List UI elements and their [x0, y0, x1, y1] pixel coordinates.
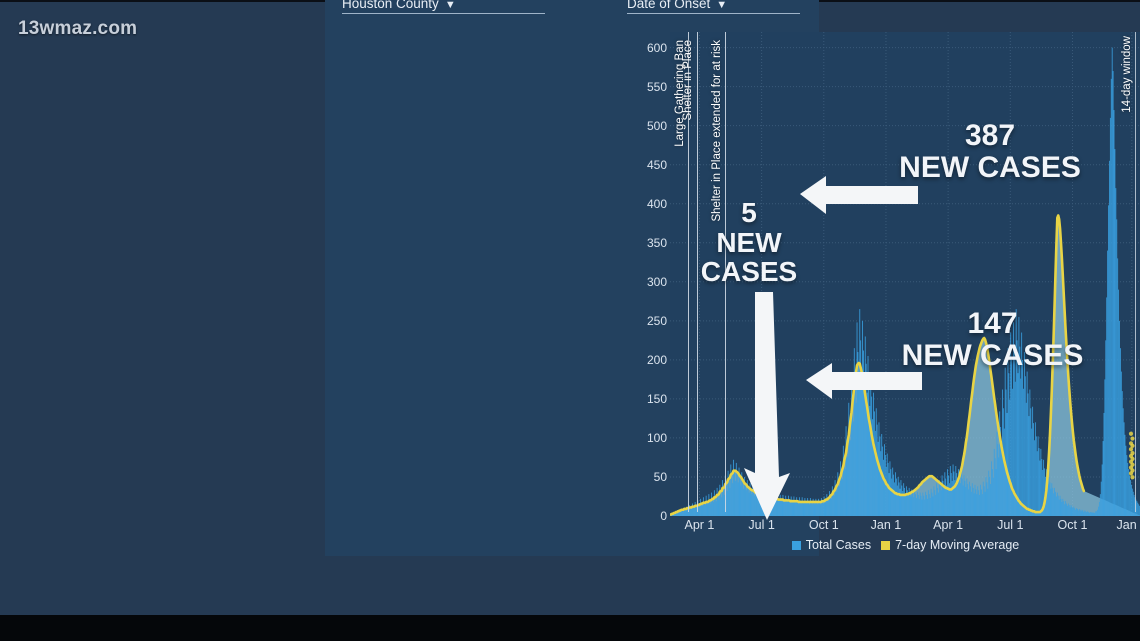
y-axis-tick-550: 550	[646, 79, 667, 94]
dropdown-row: Houston County ▼ Date of Onset ▼	[325, 0, 819, 20]
station-watermark: 13wmaz.com	[18, 18, 138, 39]
x-axis-tick-6: Oct 1	[1057, 518, 1088, 532]
callout-147-text: NEW CASES	[901, 338, 1084, 372]
event-label-2: Shelter in Place extended for at risk	[711, 40, 723, 222]
y-axis-tick-400: 400	[646, 196, 667, 211]
y-axis-tick-300: 300	[646, 274, 667, 289]
callout-147: 147 NEW CASES	[885, 308, 1100, 372]
county-dropdown-label: Houston County	[342, 0, 439, 11]
event-label-1: Shelter in Place	[682, 40, 694, 121]
x-axis: Apr 1 Jul 1 Oct 1 Jan 1 Apr 1 Jul 1 Oct 1 Jan 1	[670, 518, 1140, 538]
y-axis-tick-600: 600	[646, 40, 667, 55]
x-axis-tick-0: Apr 1	[684, 518, 715, 532]
x-axis-tick-2: Oct 1	[808, 518, 839, 532]
event-marker-line-0	[688, 32, 689, 512]
callout-5: 5 NEW CASES	[690, 198, 808, 287]
callout-147-number: 147	[967, 307, 1018, 340]
callout-387: 387 NEW CASES	[890, 120, 1090, 184]
legend-swatch-icon	[881, 540, 891, 550]
legend-label: 7-day Moving Average	[895, 538, 1020, 552]
callout-5-number: 5	[741, 197, 757, 228]
y-axis-tick-0: 0	[660, 509, 667, 523]
legend-item-0[interactable]: Total Cases	[791, 538, 872, 552]
callout-5-line2: NEW	[716, 226, 782, 258]
chevron-down-icon: ▼	[444, 0, 456, 11]
county-dropdown[interactable]: Houston County ▼	[342, 0, 545, 14]
date-dropdown-underline	[627, 13, 800, 14]
chevron-down-icon: ▼	[716, 0, 728, 11]
legend-label: Total Cases	[805, 538, 872, 552]
letterbox-bottom	[0, 615, 1140, 641]
callout-387-number: 387	[964, 119, 1016, 152]
x-axis-tick-7: Jan 1	[1116, 518, 1140, 532]
x-axis-tick-5: Jul 1	[997, 518, 1024, 532]
y-axis: 0 50 100 150 200 250 300 350 400 450 500 550 600	[625, 32, 667, 523]
event-label-3: 14-day window	[1121, 36, 1133, 113]
callout-387-text: NEW CASES	[899, 150, 1081, 184]
event-marker-line-1	[697, 32, 698, 512]
x-axis-tick-1: Jul 1	[748, 518, 775, 532]
event-marker-line-2	[725, 32, 726, 512]
date-dropdown[interactable]: Date of Onset ▼	[627, 0, 800, 14]
y-axis-tick-450: 450	[646, 157, 667, 172]
callout-5-line3: CASES	[700, 256, 798, 288]
y-axis-tick-200: 200	[646, 352, 667, 367]
x-axis-tick-4: Apr 1	[933, 518, 964, 532]
county-dropdown-underline	[342, 13, 545, 14]
date-dropdown-label: Date of Onset	[627, 0, 711, 11]
y-axis-tick-500: 500	[646, 118, 667, 133]
x-axis-tick-3: Jan 1	[870, 518, 902, 532]
event-marker-line-3	[1135, 32, 1136, 512]
legend-item-1[interactable]: 7-day Moving Average	[881, 538, 1019, 552]
y-axis-tick-50: 50	[653, 469, 667, 484]
y-axis-tick-250: 250	[646, 313, 667, 328]
chart-legend: Total Cases 7-day Moving Average	[670, 537, 1140, 553]
legend-swatch-icon	[791, 540, 801, 550]
y-axis-tick-350: 350	[646, 235, 667, 250]
y-axis-tick-100: 100	[646, 430, 667, 445]
y-axis-tick-150: 150	[646, 391, 667, 406]
